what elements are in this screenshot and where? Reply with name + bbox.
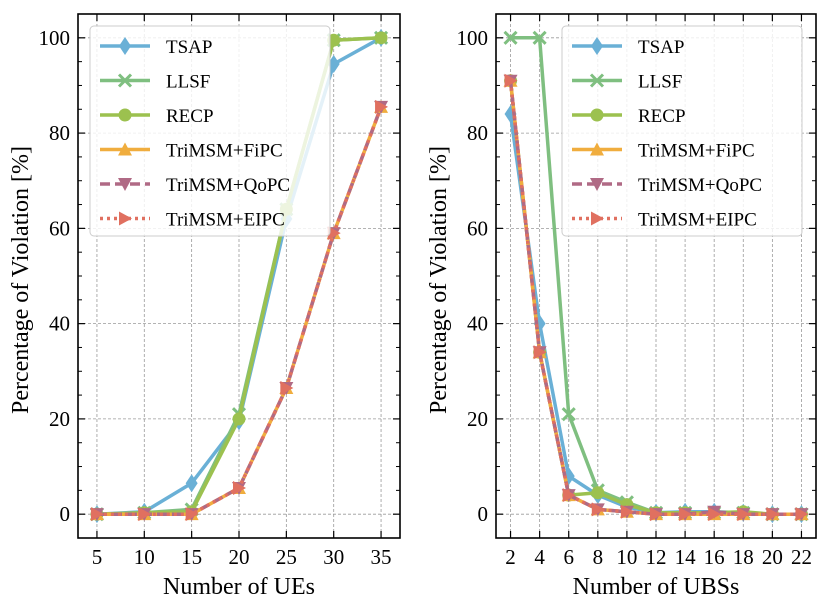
x-tick-label: 16 bbox=[704, 545, 725, 569]
x-tick-label: 6 bbox=[563, 545, 574, 569]
x-axis-label: Number of UEs bbox=[163, 574, 315, 600]
chart-right-ubss: 2 4 6 8 10 12 14 16 18 20 22 0 20 40 60 80 100 Number of … bbox=[426, 13, 817, 600]
data-point-trimsm-eipc bbox=[766, 507, 780, 522]
data-point-llsf bbox=[561, 407, 576, 422]
legend-marker-trimsm-eipc bbox=[119, 211, 132, 226]
data-point-trimsm-eipc bbox=[185, 507, 199, 522]
y-tick-label: 60 bbox=[467, 216, 488, 240]
legend-label-recp: RECP bbox=[166, 106, 214, 127]
data-point-tsap bbox=[185, 474, 198, 493]
legend-label-recp: RECP bbox=[638, 106, 686, 127]
data-point-recp bbox=[232, 412, 246, 426]
y-tick-label: 80 bbox=[467, 121, 488, 145]
legend-label-trimsm-fipc: TriMSM+FiPC bbox=[638, 141, 755, 162]
x-tick-label: 20 bbox=[229, 545, 250, 569]
x-tick-label: 20 bbox=[762, 545, 783, 569]
chart-left-ues: 5 10 15 20 25 30 35 0 20 40 60 80 100 Number of UEs Pe… bbox=[8, 13, 401, 600]
data-point-trimsm-eipc bbox=[504, 73, 518, 88]
series-line-trimsm-qopc bbox=[508, 80, 802, 516]
data-point-llsf bbox=[503, 30, 518, 45]
y-tick-label: 0 bbox=[478, 502, 489, 526]
data-point-trimsm-eipc bbox=[375, 99, 389, 114]
data-point-trimsm-eipc bbox=[591, 502, 605, 517]
legend-marker-recp bbox=[590, 108, 604, 122]
data-point-trimsm-eipc bbox=[90, 507, 104, 522]
data-point-trimsm-eipc bbox=[620, 504, 634, 519]
legend-label-tsap: TSAP bbox=[166, 37, 212, 58]
legend-label-tsap: TSAP bbox=[638, 37, 684, 58]
legend-marker-recp bbox=[118, 108, 132, 122]
x-tick-label: 35 bbox=[371, 545, 392, 569]
legend-marker-trimsm-fipc bbox=[118, 142, 132, 156]
data-point-recp bbox=[591, 486, 605, 500]
y-tick-label: 0 bbox=[60, 502, 71, 526]
y-tick-label: 20 bbox=[467, 407, 488, 431]
legend-marker-tsap bbox=[119, 37, 131, 55]
legend: TSAP LLSF RECP TriMSM+FiPC TriMSM+QoPC TriMSM… bbox=[561, 25, 803, 237]
legend-label-trimsm-qopc: TriMSM+QoPC bbox=[638, 175, 762, 196]
x-tick-label: 14 bbox=[675, 545, 697, 569]
y-tick-label: 40 bbox=[467, 312, 488, 336]
y-tick-label: 20 bbox=[49, 407, 70, 431]
legend-label-trimsm-eipc: TriMSM+EIPC bbox=[166, 210, 285, 231]
x-tick-label: 8 bbox=[593, 545, 604, 569]
data-point-recp bbox=[374, 31, 388, 45]
x-tick-label: 30 bbox=[323, 545, 344, 569]
x-axis-label: Number of UBSs bbox=[573, 574, 740, 600]
data-point-trimsm-eipc bbox=[233, 480, 246, 495]
data-point-trimsm-eipc bbox=[327, 226, 341, 241]
x-tick-label: 18 bbox=[733, 545, 754, 569]
series-trimsm-eipc bbox=[90, 99, 389, 522]
series-trimsm-eipc bbox=[504, 73, 809, 522]
data-point-trimsm-eipc bbox=[533, 345, 547, 360]
x-tick-label: 12 bbox=[646, 545, 667, 569]
y-axis-label: Percentage of Violation [%] bbox=[8, 146, 34, 414]
data-point-trimsm-eipc bbox=[737, 507, 751, 522]
y-tick-label: 80 bbox=[49, 121, 70, 145]
data-point-llsf bbox=[532, 30, 547, 45]
x-tick-label: 10 bbox=[134, 545, 155, 569]
data-point-trimsm-eipc bbox=[679, 507, 693, 522]
y-tick-label: 60 bbox=[49, 216, 70, 240]
data-point-tsap bbox=[327, 55, 340, 74]
x-tick-label: 25 bbox=[276, 545, 297, 569]
legend: TSAP LLSF RECP TriMSM+FiPC TriMSM+QoPC TriMSM… bbox=[89, 25, 331, 237]
data-point-trimsm-eipc bbox=[795, 507, 809, 522]
x-tick-label: 2 bbox=[505, 545, 516, 569]
legend-marker-llsf bbox=[117, 73, 133, 88]
data-point-trimsm-eipc bbox=[138, 507, 152, 522]
legend-marker-trimsm-qopc bbox=[118, 178, 132, 191]
y-tick-label: 100 bbox=[39, 26, 71, 50]
legend-label-llsf: LLSF bbox=[638, 72, 682, 93]
x-tick-label: 4 bbox=[534, 545, 545, 569]
legend-label-llsf: LLSF bbox=[166, 72, 210, 93]
legend-marker-trimsm-eipc bbox=[591, 211, 604, 226]
x-tick-label: 5 bbox=[92, 545, 103, 569]
legend-marker-tsap bbox=[591, 37, 603, 55]
y-tick-label: 40 bbox=[49, 312, 70, 336]
y-axis-label: Percentage of Violation [%] bbox=[426, 146, 452, 414]
legend-marker-trimsm-qopc bbox=[590, 178, 604, 191]
data-point-trimsm-eipc bbox=[280, 380, 294, 395]
legend-label-trimsm-qopc: TriMSM+QoPC bbox=[166, 175, 290, 196]
legend-marker-trimsm-fipc bbox=[590, 142, 604, 156]
x-tick-label: 15 bbox=[181, 545, 202, 569]
data-point-trimsm-eipc bbox=[650, 507, 663, 522]
data-point-trimsm-eipc bbox=[708, 507, 722, 522]
data-point-tsap bbox=[504, 105, 517, 124]
y-tick-label: 100 bbox=[457, 26, 489, 50]
x-tick-label: 22 bbox=[791, 545, 812, 569]
data-point-trimsm-eipc bbox=[562, 488, 576, 503]
legend-marker-llsf bbox=[589, 73, 605, 88]
legend-label-trimsm-fipc: TriMSM+FiPC bbox=[166, 141, 283, 162]
x-tick-label: 10 bbox=[616, 545, 637, 569]
legend-label-trimsm-eipc: TriMSM+EIPC bbox=[638, 210, 757, 231]
